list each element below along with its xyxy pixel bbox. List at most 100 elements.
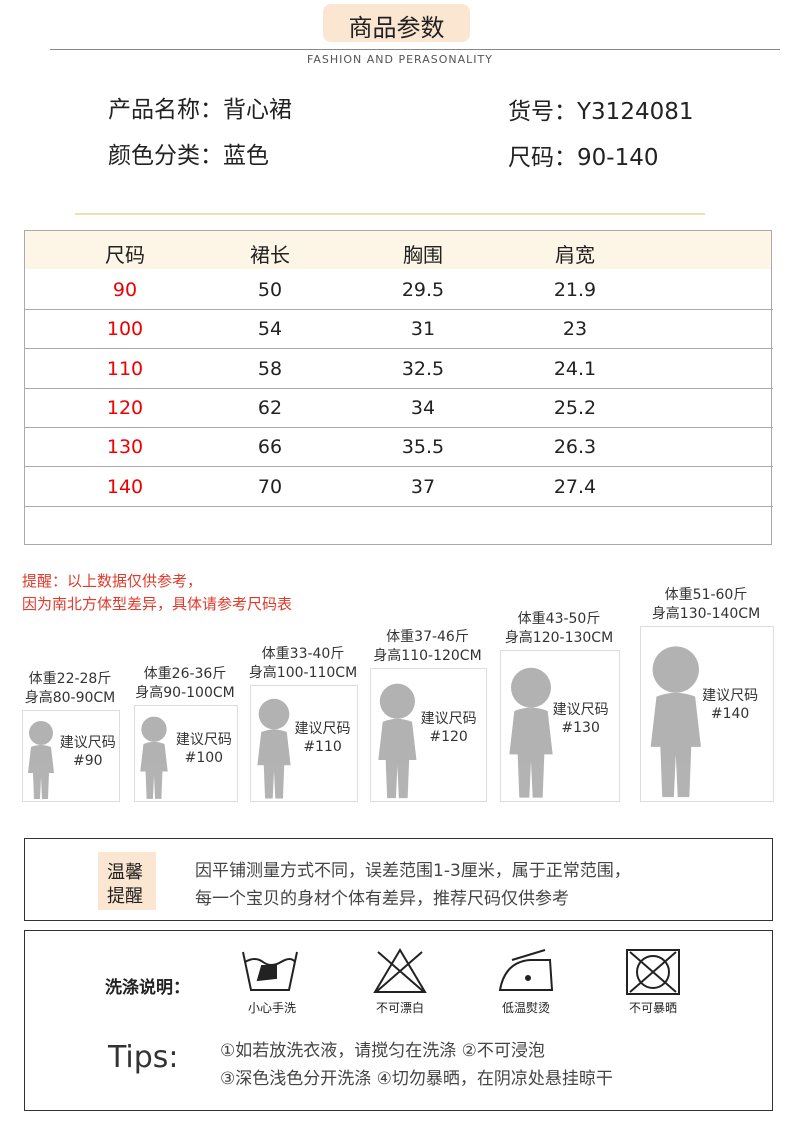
gold-line [75,213,705,215]
tips-label: Tips: [108,1040,179,1075]
table-row: 140 70 37 27.4 [24,467,773,507]
size-box: 建议尺码 #130 [500,650,620,802]
size-value: #120 [429,729,468,746]
table-cell: 100 [106,318,144,341]
info: 产品名称：背心裙 [108,97,292,123]
notice-text: 因平铺测量方式不同，误差范围1-3厘米，属于正常范围， [195,861,631,881]
child-silhouette [28,721,54,799]
weight: 体重51-60斤 [664,587,748,603]
reminder: 因为南北方体型差异，具体请参考尺码表 [22,595,293,613]
table-cell: 31 [410,318,436,341]
size-box: 建议尺码 #110 [250,685,358,802]
header-row [25,231,771,269]
info: 货号：Y3124081 [508,99,694,125]
wash-icon-label: 不可漂白 [375,1001,424,1015]
table-cell: 26.3 [553,436,597,459]
table-cell: 27.4 [553,475,597,498]
table-cell: 140 [106,475,144,498]
height: 身高120-130CM [504,630,614,646]
weight: 体重33-40斤 [261,646,345,662]
no-bleach-icon [373,948,427,993]
size-box: 建议尺码 #140 [640,626,774,802]
header-line [50,49,780,50]
subtitle: FASHION AND PERASONALITY [307,53,493,66]
size-label: 建议尺码 [294,720,351,737]
size-label: 建议尺码 [552,701,609,718]
size-table: 尺码 裙长 胸围 肩宽 90 50 29.5 21.9 100 54 31 23 110 58 32.5 24… [0,0,790,560]
size-box: 建议尺码 #100 [134,705,238,802]
weight: 体重26-36斤 [143,666,227,682]
size-guide: 建议尺码 #90 体重22-28斤 身高80-90CM 建议尺码 #100 体重26-36斤… [22,587,774,802]
header-cell: 肩宽 [555,243,595,267]
wash-icon-label: 不可暴晒 [628,1001,677,1015]
table-cell: 66 [257,436,283,459]
wash-icon-label: 低温熨烫 [501,1001,550,1015]
table-cell: 37 [410,475,436,498]
height: 身高90-100CM [135,685,235,701]
size-label: 建议尺码 [702,688,759,705]
table-cell: 25.2 [553,396,597,419]
reminder: 提醒：以上数据仅供参考， [22,572,203,590]
table-cell: 21.9 [553,279,597,301]
table-row: 100 54 31 23 [24,309,773,350]
size-box: 建议尺码 #120 [370,668,487,802]
table-cell: 24.1 [553,357,597,380]
table-cell: 110 [106,357,144,380]
info: 尺码：90-140 [508,145,659,171]
height: 身高110-120CM [373,648,482,664]
table-cell: 120 [106,396,144,419]
size-box: 建议尺码 #90 [22,710,120,802]
child-silhouette [378,683,417,799]
wash-label: 洗涤说明： [105,978,190,998]
table-row: 90 50 29.5 21.9 [24,270,773,310]
hand-wash-icon [242,951,298,991]
table-cell: 35.5 [401,436,445,459]
table-cell: 58 [257,357,283,380]
info: 颜色分类：蓝色 [108,143,269,169]
table-cell: 29.5 [401,279,445,301]
title-pill [323,4,470,42]
no-sun-icon [626,949,680,995]
table-frame [24,230,772,545]
size-label: 建议尺码 [420,711,477,728]
table-cell: 90 [112,279,138,301]
notice-tag-text: 提醒 [107,886,143,907]
size-value: #140 [710,706,750,723]
weight: 体重22-28斤 [28,671,112,687]
notice-tag [98,852,156,910]
child-silhouette [509,667,553,798]
size-label: 建议尺码 [175,731,232,748]
wash-box [24,930,773,1111]
table-cell: 130 [106,436,144,459]
weight: 体重43-50斤 [517,611,601,627]
table-cell: 54 [257,318,283,341]
height: 身高130-140CM [651,606,761,622]
size-value: #90 [73,752,103,769]
table-cell: 34 [410,396,436,419]
height: 身高80-90CM [24,690,116,706]
table-cell: 32.5 [401,357,445,380]
notice-tag-text: 温馨 [107,862,143,883]
table-cell: 62 [257,396,283,419]
height: 身高100-110CM [248,665,358,681]
table-row: 110 58 32.5 24.1 [24,349,773,389]
header-cell: 胸围 [403,243,443,267]
size-label: 建议尺码 [59,734,116,751]
wash-icon-label: 小心手洗 [247,1001,296,1015]
size-value: #130 [561,719,600,736]
size-value: #110 [303,738,342,755]
wash-icons [242,948,680,995]
table-row: 120 62 34 25.2 [24,388,773,428]
tips-text: ③深色浅色分开洗涤 ④切勿暴晒，在阴凉处悬挂晾干 [220,1069,613,1089]
table-cell: 50 [257,279,283,301]
page-title: 商品参数 [348,14,445,42]
header-cell: 尺码 [105,243,145,267]
notice-text: 每一个宝贝的身材个体有差异，推荐尺码仅供参考 [195,889,569,909]
tips-text: ①如若放洗衣液，请搅匀在洗涤 ②不可浸泡 [220,1041,545,1061]
header-cell: 裙长 [250,243,290,267]
table-row: 130 66 35.5 26.3 [24,427,773,468]
weight: 体重37-46斤 [386,629,469,645]
child-silhouette [650,646,701,798]
notice-box [24,838,773,921]
